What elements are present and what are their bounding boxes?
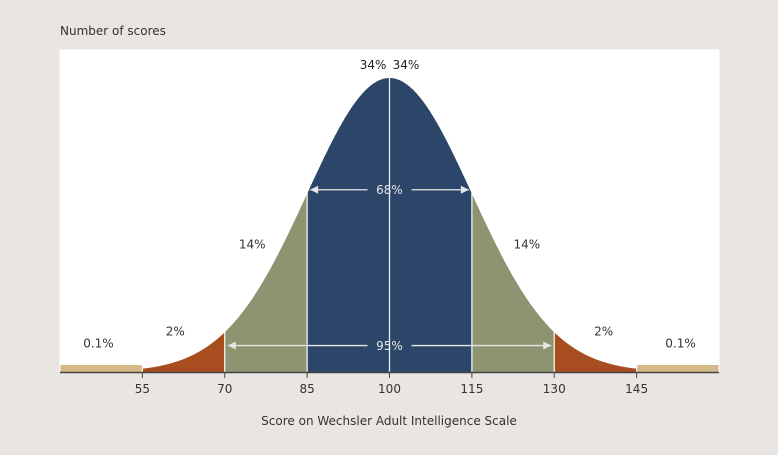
range-percent-label: 95% <box>376 339 403 353</box>
range-arrowhead-left <box>227 341 236 350</box>
x-tick-label: 100 <box>378 382 401 396</box>
x-tick-label: 55 <box>135 382 150 396</box>
band-area <box>636 365 719 372</box>
x-tick-label: 70 <box>217 382 232 396</box>
band-percent-label: 34% <box>393 58 420 72</box>
x-tick-label: 115 <box>460 382 483 396</box>
range-arrowhead-right <box>543 341 552 350</box>
band-area <box>389 78 472 372</box>
band-percent-label: 0.1% <box>665 337 696 351</box>
range-arrowhead-left <box>310 185 319 194</box>
range-percent-label: 68% <box>376 183 403 197</box>
band-percent-label: 14% <box>513 238 540 252</box>
band-percent-label: 34% <box>360 58 387 72</box>
band-area <box>554 332 637 372</box>
band-area <box>307 78 390 372</box>
range-arrowhead-right <box>460 185 469 194</box>
band-percent-label: 0.1% <box>83 337 114 351</box>
x-axis-label: Score on Wechsler Adult Intelligence Sca… <box>261 414 517 428</box>
x-tick-label: 130 <box>543 382 566 396</box>
band-area <box>224 193 308 372</box>
band-percent-label: 14% <box>239 238 266 252</box>
band-percent-label: 2% <box>166 324 185 338</box>
x-tick-label: 85 <box>299 382 314 396</box>
y-axis-label: Number of scores <box>60 24 166 38</box>
band-area <box>60 365 143 372</box>
band-percent-label: 2% <box>594 324 613 338</box>
band-area <box>471 193 555 372</box>
band-area <box>142 332 225 372</box>
x-tick-label: 145 <box>625 382 648 396</box>
